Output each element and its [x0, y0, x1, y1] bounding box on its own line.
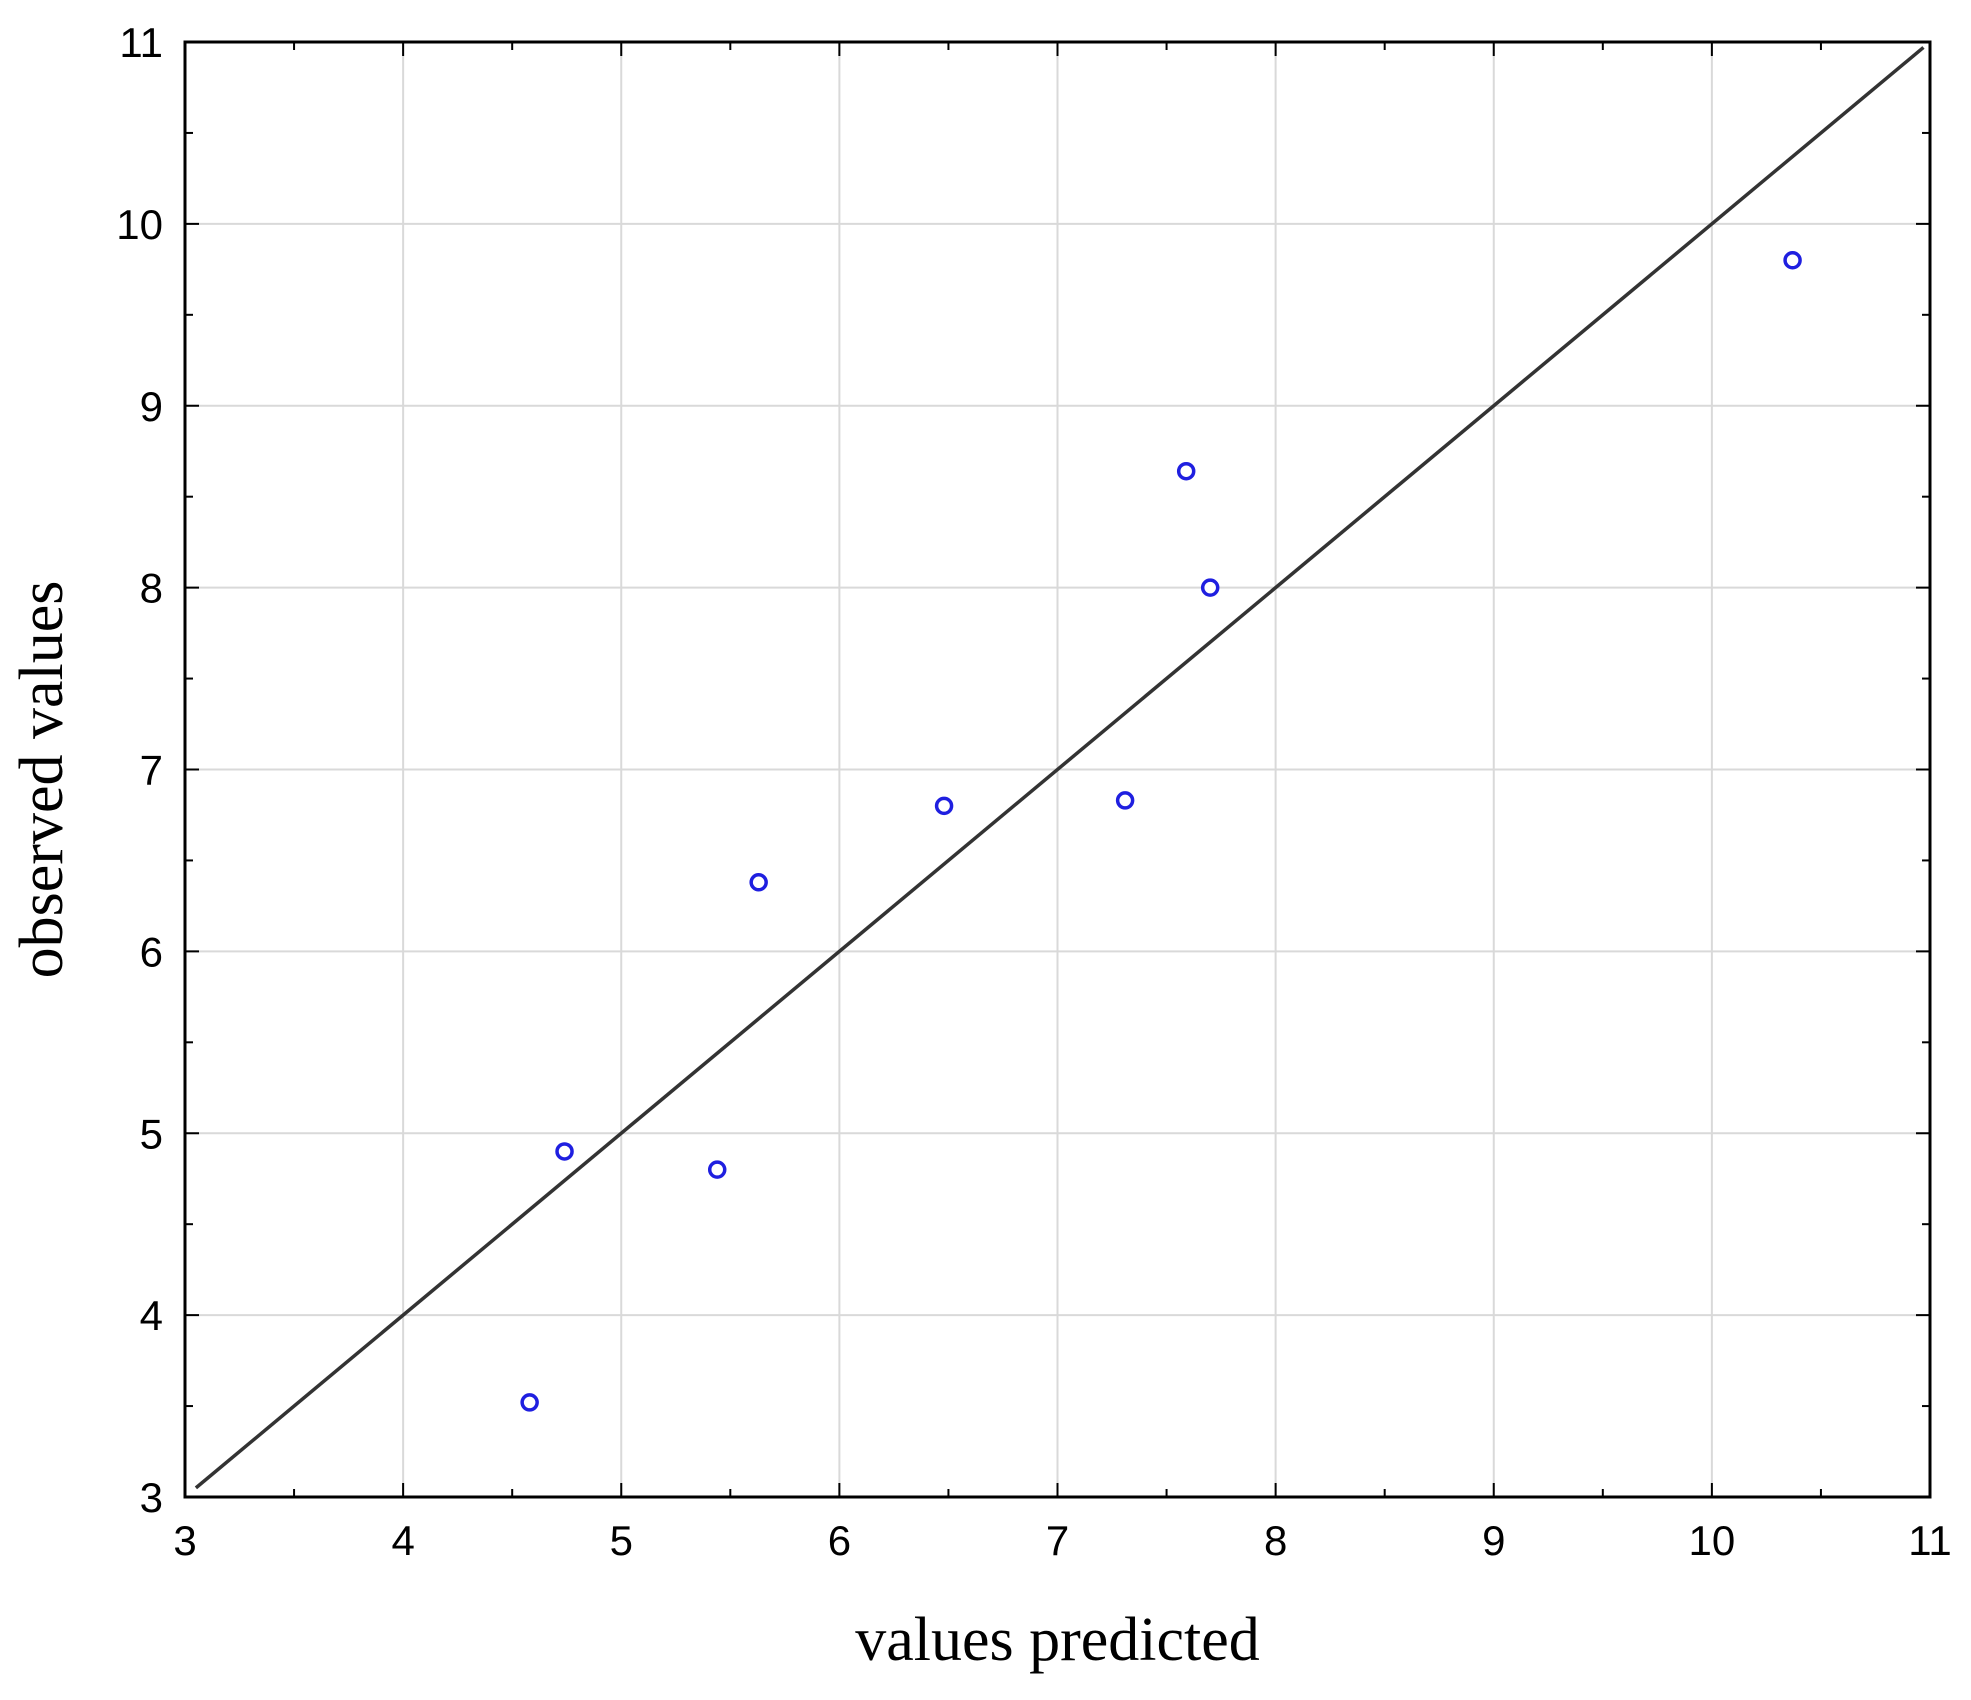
data-point — [555, 1142, 574, 1161]
x-tick-label: 7 — [1046, 1517, 1069, 1564]
x-tick-label: 8 — [1264, 1517, 1287, 1564]
data-point — [749, 873, 768, 892]
x-tick-label: 11 — [1908, 1517, 1952, 1564]
grid — [185, 42, 1930, 1497]
data-point — [1115, 791, 1135, 810]
x-tick-label: 6 — [828, 1517, 851, 1564]
data-points — [520, 251, 1802, 1412]
y-tick-label: 8 — [140, 565, 163, 612]
y-axis-title: observed values — [8, 581, 76, 979]
data-point — [520, 1393, 539, 1412]
x-tick-label: 5 — [610, 1517, 633, 1564]
y-tick-label: 4 — [140, 1292, 163, 1339]
y-tick-label: 11 — [119, 19, 163, 66]
data-point — [1200, 578, 1220, 597]
data-point — [707, 1160, 727, 1179]
x-tick-label: 4 — [391, 1517, 414, 1564]
y-tick-label: 9 — [140, 383, 163, 430]
x-tick-label: 9 — [1482, 1517, 1505, 1564]
y-tick-label: 5 — [140, 1110, 163, 1157]
x-tick-label: 10 — [1689, 1517, 1736, 1564]
x-tick-labels: 3 4 5 6 7 8 9 10 11 — [173, 1517, 1951, 1564]
plot-frame — [183, 40, 1932, 1499]
y-tick-label: 7 — [140, 747, 163, 794]
data-point — [1176, 461, 1196, 481]
reference-line — [194, 46, 1925, 1490]
y-tick-labels: 3 4 5 6 7 8 9 10 11 — [116, 19, 163, 1521]
y-tick-label: 3 — [140, 1474, 163, 1521]
x-tick-label: 3 — [173, 1517, 196, 1564]
y-tick-label: 6 — [140, 928, 163, 975]
y-tick-label: 10 — [116, 201, 163, 248]
data-point — [934, 796, 954, 816]
data-point — [1783, 251, 1802, 270]
x-axis-title: values predicted — [855, 1606, 1260, 1674]
